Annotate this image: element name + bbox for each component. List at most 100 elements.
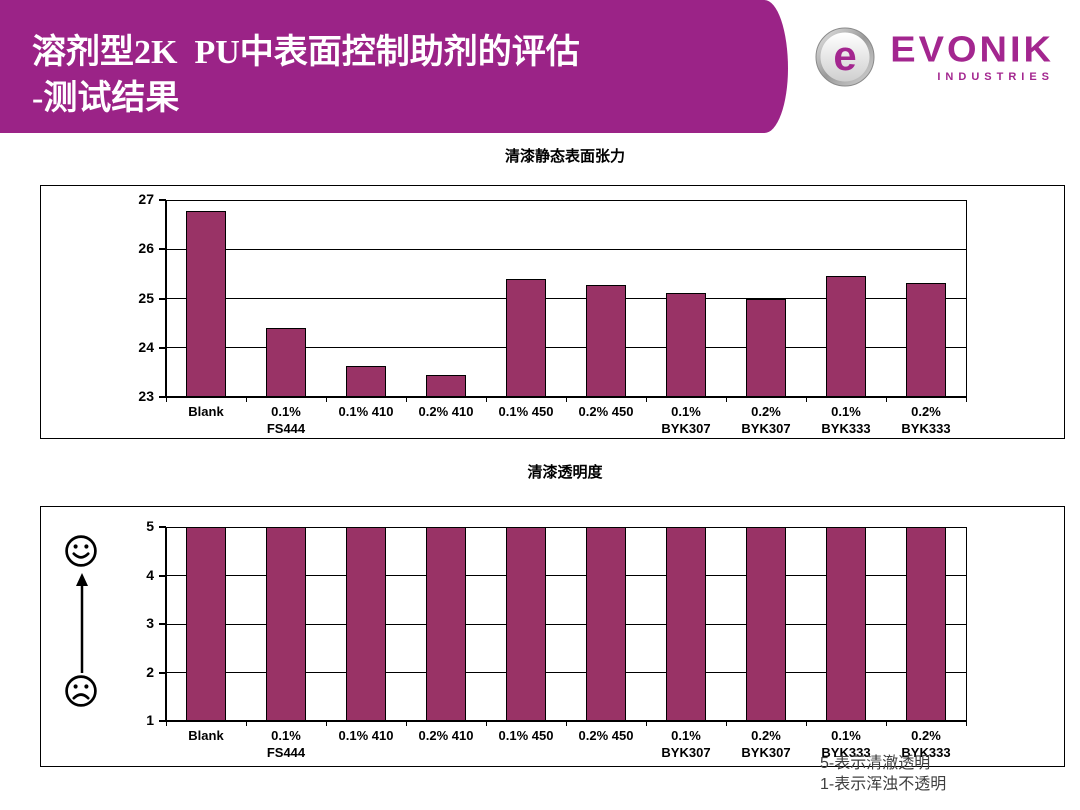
x-axis-tick <box>806 397 807 402</box>
chart1-title: 清漆静态表面张力 <box>504 148 625 165</box>
x-tick-label-line: 0.2% 450 <box>578 728 634 743</box>
bar <box>906 282 946 397</box>
x-axis-tick <box>646 721 647 726</box>
bar <box>826 527 866 721</box>
x-tick-label-line: 0.1% <box>271 404 301 419</box>
bar <box>186 527 226 721</box>
x-tick-label: 0.1% BYK307 <box>642 727 730 761</box>
x-tick-label-line: BYK307 <box>741 745 791 760</box>
up-arrow-icon <box>76 573 88 673</box>
y-tick-label: 4 <box>146 566 154 583</box>
y-tick-label: 3 <box>146 615 154 631</box>
x-tick-label-line: BYK307 <box>741 421 791 436</box>
x-tick-label-line: BYK307 <box>661 421 711 436</box>
x-axis-line <box>165 396 966 398</box>
x-tick-label-line: 0.1% <box>831 728 861 743</box>
bar <box>506 527 546 721</box>
y-tick-label: 26 <box>138 240 154 257</box>
brand-name: EVONIK <box>890 29 1054 70</box>
bar <box>586 527 626 721</box>
rating-legend-line1: 5-表示清澈透明 <box>820 755 931 772</box>
x-axis-tick <box>566 721 567 726</box>
x-tick-label-line: 0.2% <box>751 728 781 743</box>
x-tick-label-line: BYK333 <box>821 745 871 760</box>
x-tick-label-line: 0.1% <box>831 404 861 419</box>
bar <box>506 278 546 397</box>
x-axis-tick <box>406 397 407 402</box>
page-title: 溶剂型2K PU中表面控制助剂的评估 -测试结果 <box>32 30 580 122</box>
y-axis-tick <box>159 574 166 577</box>
x-tick-label: 0.1% FS444 <box>242 403 330 437</box>
x-axis-tick <box>486 721 487 726</box>
x-tick-label: 0.1% BYK333 <box>802 727 890 761</box>
x-tick-label: 0.1% 410 <box>322 727 410 744</box>
x-tick-label-line: Blank <box>188 404 224 419</box>
x-axis-tick <box>966 397 967 402</box>
x-tick-label: 0.1% 410 <box>322 403 410 420</box>
x-axis-tick <box>406 721 407 726</box>
x-tick-label-line: FS444 <box>266 421 306 436</box>
y-axis-tick <box>159 297 166 300</box>
x-tick-label: 0.2% BYK307 <box>722 727 810 761</box>
x-tick-label-line: BYK307 <box>661 745 711 760</box>
rating-legend: 5-表示清澈透明 1-表示浑浊不透明 <box>820 753 946 795</box>
x-tick-label: 0.2% BYK333 <box>882 403 970 437</box>
x-tick-label-line: BYK333 <box>901 745 951 760</box>
x-tick-label: 0.1% 450 <box>482 727 570 744</box>
bar <box>426 374 466 397</box>
page-title-line2: -测试结果 <box>32 80 180 117</box>
x-axis-tick <box>246 721 247 726</box>
x-tick-label-line: BYK333 <box>821 421 871 436</box>
x-tick-label: Blank <box>162 727 250 744</box>
x-tick-label: 0.2% BYK333 <box>882 727 970 761</box>
x-axis-tick <box>726 397 727 402</box>
x-tick-label-line: 0.1% <box>271 728 301 743</box>
x-tick-label: 0.1% 450 <box>482 403 570 420</box>
gridline <box>166 623 966 625</box>
x-tick-label-line: Blank <box>188 728 224 743</box>
evonik-badge-icon: e <box>815 27 875 87</box>
x-tick-label: 0.1% FS444 <box>242 727 330 761</box>
page-title-line1: 溶剂型2K PU中表面控制助剂的评估 <box>32 34 580 71</box>
x-axis-tick <box>726 721 727 726</box>
x-tick-label: 0.2% BYK307 <box>722 403 810 437</box>
x-axis-tick <box>166 721 167 726</box>
bar <box>906 527 946 721</box>
x-tick-label-line: 0.1% 410 <box>338 404 394 419</box>
gridline <box>166 248 966 250</box>
y-axis-tick <box>159 199 166 201</box>
x-tick-label: 0.2% 410 <box>402 403 490 420</box>
svg-text:e: e <box>834 32 857 79</box>
x-axis-tick <box>886 721 887 726</box>
x-axis-tick <box>166 397 167 402</box>
brand-subtitle: INDUSTRIES <box>937 70 1054 83</box>
happy-face-icon <box>65 535 97 567</box>
surface-tension-chart: 23 24 25 26 27 Blank 0.1% FS444 0.1% 410 0.2% 410… <box>40 185 1065 439</box>
y-tick-label: 1 <box>146 712 154 728</box>
bar <box>186 210 226 397</box>
y-axis-tick <box>159 623 166 625</box>
bar <box>666 527 706 721</box>
y-tick-label: 25 <box>138 289 154 306</box>
x-tick-label-line: 0.1% 450 <box>498 404 554 419</box>
bar <box>666 292 706 397</box>
x-tick-label: 0.2% 450 <box>562 403 650 420</box>
bar <box>746 527 786 721</box>
bar <box>346 527 386 721</box>
gridline <box>166 575 966 576</box>
chart2-title: 清漆透明度 <box>527 464 603 481</box>
gridline <box>166 526 966 528</box>
y-tick-label: 24 <box>138 338 154 355</box>
x-tick-label-line: 0.2% 410 <box>418 404 474 419</box>
header-band: 溶剂型2K PU中表面控制助剂的评估 -测试结果 <box>0 0 788 133</box>
y-tick-label: 5 <box>146 518 154 534</box>
y-tick-label: 23 <box>138 388 154 404</box>
plot-right-border <box>966 527 967 721</box>
y-tick-label: 27 <box>138 191 154 207</box>
x-tick-label: 0.1% BYK333 <box>802 403 890 437</box>
bar <box>346 366 386 397</box>
bar <box>266 328 306 397</box>
x-axis-tick <box>566 397 567 402</box>
bar <box>746 298 786 397</box>
